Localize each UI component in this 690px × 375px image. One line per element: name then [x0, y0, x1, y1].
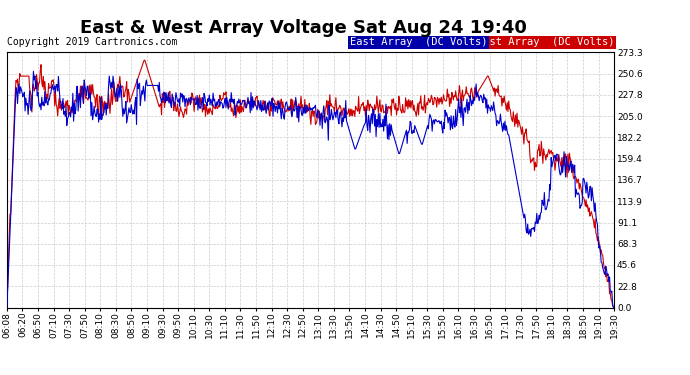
Text: West Array  (DC Volts): West Array (DC Volts): [477, 38, 614, 47]
Text: East & West Array Voltage Sat Aug 24 19:40: East & West Array Voltage Sat Aug 24 19:…: [80, 19, 527, 37]
Text: Copyright 2019 Cartronics.com: Copyright 2019 Cartronics.com: [7, 38, 177, 47]
Text: East Array  (DC Volts): East Array (DC Volts): [350, 38, 487, 47]
